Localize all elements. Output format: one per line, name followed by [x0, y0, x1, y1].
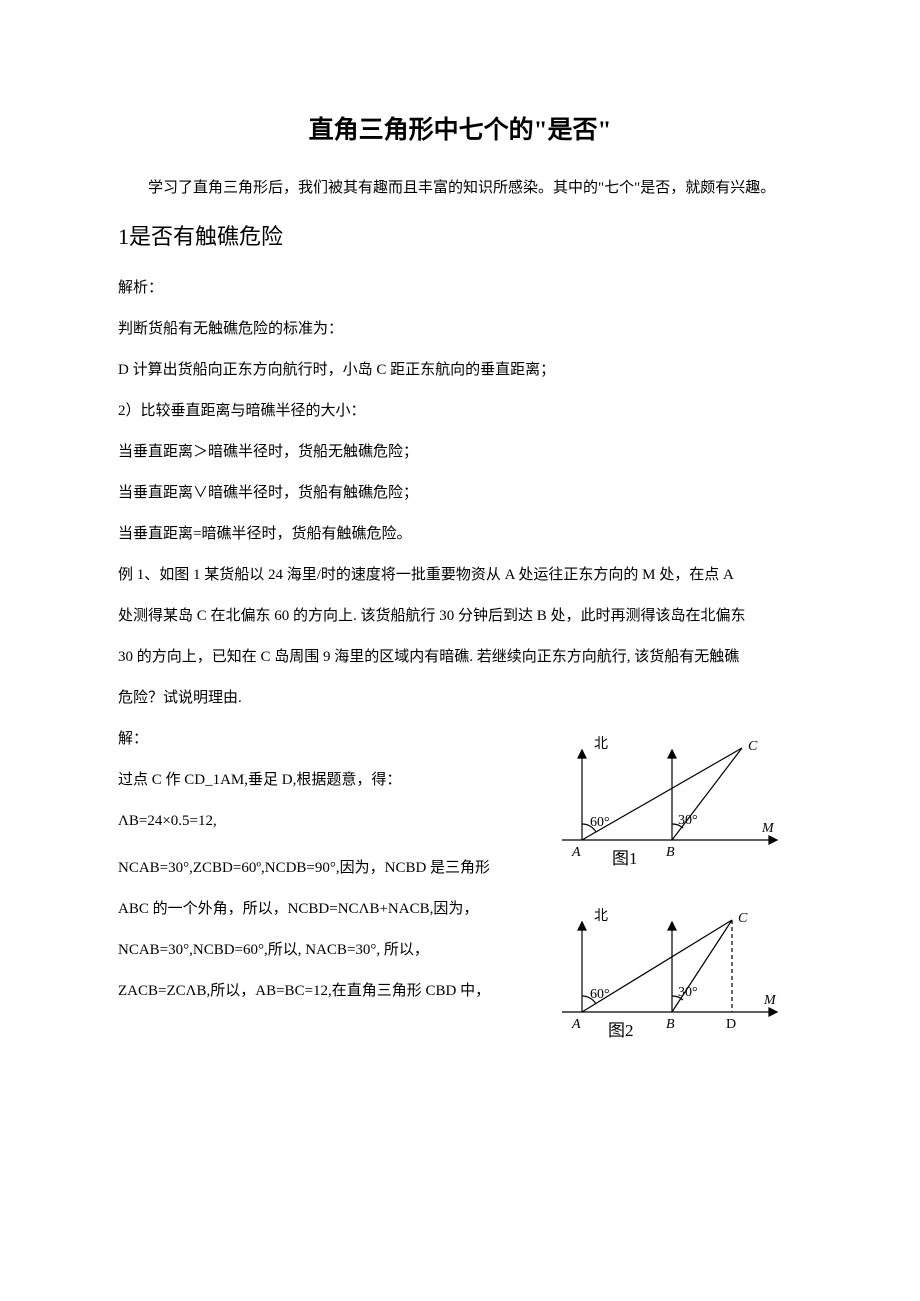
body-line: 当垂直距离＞暗礁半径时，货船无触礁危险；	[118, 433, 802, 472]
fig2-north-label: 北	[594, 908, 608, 924]
fig1-angle-left: 60°	[590, 815, 610, 830]
body-line: 30 的方向上，已知在 C 岛周围 9 海里的区域内有暗礁. 若继续向正东方向航…	[118, 638, 802, 677]
body-line: 当垂直距离=暗礁半径时，货船有触礁危险。	[118, 515, 802, 554]
body-line: 2）比较垂直距离与暗礁半径的大小：	[118, 392, 802, 431]
figure-2-svg: 北 60° 30° A B C M D 图2	[552, 892, 792, 1042]
fig1-label-m: M	[761, 821, 775, 836]
fig1-label-b: B	[666, 845, 675, 860]
fig2-angle-left: 60°	[590, 987, 610, 1002]
fig2-label-c: C	[738, 911, 748, 926]
page-title: 直角三角形中七个的"是否"	[118, 110, 802, 146]
fig1-label-c: C	[748, 739, 758, 754]
body-line: NCAB=30°,ZCBD=60º,NCDB=90°,因为，NCBD 是三角形	[118, 849, 546, 888]
fig2-angle-right: 30°	[678, 985, 698, 1000]
intro-paragraph: 学习了直角三角形后，我们被其有趣而且丰富的知识所感染。其中的"七个"是否，就颇有…	[118, 172, 802, 205]
fig1-angle-right: 30°	[678, 813, 698, 828]
body-line: ΛB=24×0.5=12,	[118, 802, 546, 841]
fig2-label-a: A	[571, 1017, 581, 1032]
body-line: 解：	[118, 720, 546, 759]
fig1-caption: 图1	[612, 849, 638, 868]
fig2-label-m: M	[763, 993, 777, 1008]
body-line: 当垂直距离∨暗礁半径时，货船有触礁危险；	[118, 474, 802, 513]
body-line: 过点 C 作 CD_1AM,垂足 D,根据题意，得：	[118, 761, 546, 800]
body-line: ABC 的一个外角，所以，NCBD=NCΛB+NACB,因为，	[118, 890, 546, 929]
fig1-label-a: A	[571, 845, 581, 860]
body-line: 处测得某岛 C 在北偏东 60 的方向上. 该货船航行 30 分钟后到达 B 处…	[118, 597, 802, 636]
text-column: 解： 过点 C 作 CD_1AM,垂足 D,根据题意，得： ΛB=24×0.5=…	[118, 720, 546, 1013]
figure-2: 北 60° 30° A B C M D 图2	[552, 892, 802, 1042]
body-line: ZACB=ZCΛB,所以，AB=BC=12,在直角三角形 CBD 中，	[118, 972, 546, 1011]
figure-1-svg: 北 60° 30° A B C M 图1	[552, 720, 792, 870]
text-figure-row: 解： 过点 C 作 CD_1AM,垂足 D,根据题意，得： ΛB=24×0.5=…	[118, 720, 802, 1064]
body-line: 例 1、如图 1 某货船以 24 海里/时的速度将一批重要物资从 A 处运往正东…	[118, 556, 802, 595]
fig2-caption: 图2	[608, 1021, 634, 1040]
document-page: 直角三角形中七个的"是否" 学习了直角三角形后，我们被其有趣而且丰富的知识所感染…	[0, 0, 920, 1144]
body-line: D 计算出货船向正东方向航行时，小岛 C 距正东航向的垂直距离；	[118, 351, 802, 390]
fig2-label-d: D	[726, 1017, 736, 1032]
fig2-label-b: B	[666, 1017, 675, 1032]
section-heading: 1是否有触礁危险	[118, 219, 802, 251]
fig1-north-label: 北	[594, 736, 608, 752]
figure-1: 北 60° 30° A B C M 图1	[552, 720, 802, 870]
body-line: 解析：	[118, 269, 802, 308]
body-line: 判断货船有无触礁危险的标准为：	[118, 310, 802, 349]
body-line: 危险？试说明理由.	[118, 679, 802, 718]
figure-column: 北 60° 30° A B C M 图1	[546, 720, 802, 1064]
body-line: NCAB=30°,NCBD=60°,所以, NACB=30°, 所以，	[118, 931, 546, 970]
